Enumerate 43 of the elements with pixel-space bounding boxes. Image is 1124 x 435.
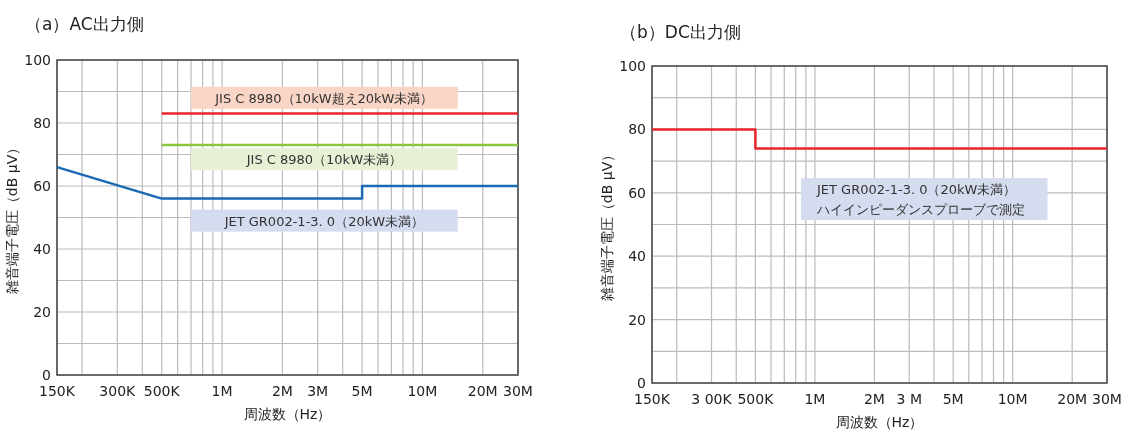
x-tick-label: 150K xyxy=(634,391,671,407)
x-tick-label: 10M xyxy=(997,391,1028,407)
x-tick-label: 3 M xyxy=(896,391,922,407)
x-tick-label: 500K xyxy=(737,391,775,407)
series-label: JIS C 8980（10kW超え20kW未満） xyxy=(214,90,434,106)
y-tick-label: 60 xyxy=(33,178,51,194)
series-label: JET GR002-1-3. 0（20kW未満） xyxy=(223,213,425,229)
x-axis-title: 周波数（Hz） xyxy=(243,406,332,422)
x-tick-label: 3 00K xyxy=(691,391,733,407)
y-tick-label: 40 xyxy=(33,241,51,257)
x-tick-label: 500K xyxy=(143,383,181,399)
y-tick-label: 80 xyxy=(33,115,51,131)
x-tick-label: 20M xyxy=(467,383,498,399)
x-axis-title: 周波数（Hz） xyxy=(835,414,924,430)
x-tick-label: 20M xyxy=(1057,391,1088,407)
annotation: ハイインピーダンスプローブで測定 xyxy=(815,202,1025,218)
x-tick-label: 5M xyxy=(351,383,373,399)
x-tick-label: 10M xyxy=(407,383,438,399)
y-axis-title: 雑音端子電圧（dB μV） xyxy=(4,140,20,295)
y-tick-label: 0 xyxy=(637,375,646,391)
y-tick-label: 100 xyxy=(24,52,51,68)
x-tick-label: 1M xyxy=(211,383,233,399)
y-tick-label: 100 xyxy=(619,58,646,74)
x-tick-label: 300K xyxy=(99,383,137,399)
text: JET GR002-1-3. 0（20kW未満） xyxy=(815,182,1017,198)
x-tick-label: 5M xyxy=(942,391,964,407)
x-tick-label: 3M xyxy=(307,383,329,399)
x-tick-label: 30M xyxy=(1092,391,1122,407)
y-axis-title: 雑音端子電圧（dB μV） xyxy=(599,147,615,302)
chart-title: （a）AC出力側 xyxy=(25,14,144,34)
y-tick-label: 40 xyxy=(628,248,646,265)
series-label: JIS C 8980（10kW未満） xyxy=(245,152,402,168)
y-tick-label: 20 xyxy=(33,304,51,320)
y-tick-label: 20 xyxy=(628,311,646,328)
y-tick-label: 60 xyxy=(628,184,646,201)
x-tick-label: 150K xyxy=(39,383,76,399)
x-tick-label: 2M xyxy=(271,383,293,399)
x-tick-label: 2M xyxy=(863,391,885,407)
chart-title: （b）DC出力側 xyxy=(620,22,741,42)
x-tick-label: 30M xyxy=(503,383,533,399)
y-tick-label: 80 xyxy=(628,121,646,138)
y-tick-label: 0 xyxy=(42,367,51,383)
x-tick-label: 1M xyxy=(804,391,826,407)
